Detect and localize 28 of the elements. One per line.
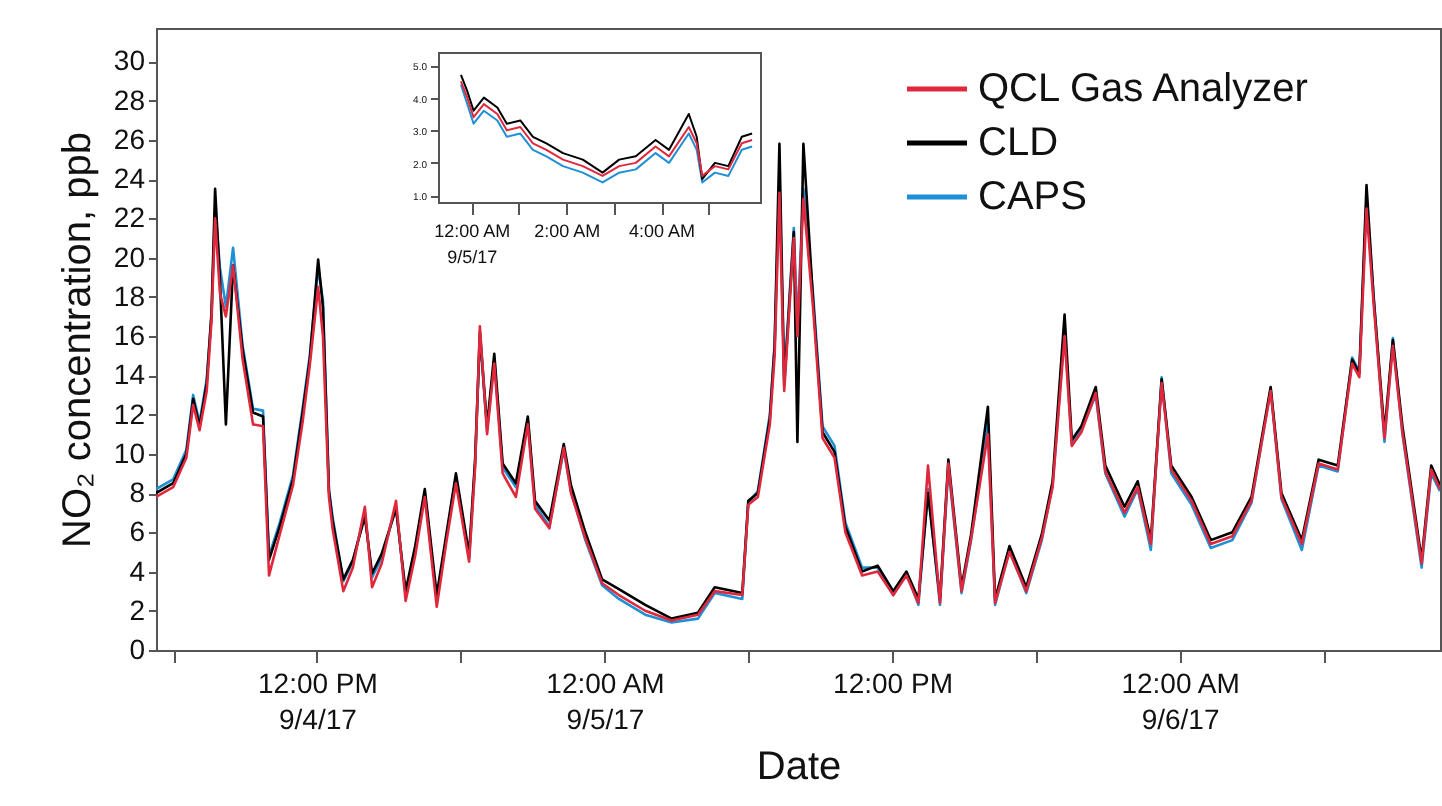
y-tick-label: 24 [113, 162, 146, 195]
x-tick-label: 2:00 AM [534, 221, 601, 241]
y-tick-label: 8 [129, 476, 146, 509]
y-tick-label: 4 [129, 554, 146, 587]
x-tick-label: 12:00 PM [833, 667, 953, 699]
y-tick-label: 16 [113, 319, 146, 352]
y-tick-label: 14 [113, 358, 146, 391]
y-tick-label: 0 [129, 633, 146, 665]
legend-label: CAPS [978, 175, 1087, 219]
y-axis-title: NO₂ concentration, ppb [55, 132, 100, 548]
x-tick-label: 12:00 AM 9/6/17 [1121, 667, 1240, 735]
x-axis-title: Date [756, 745, 842, 789]
y-tick-label: 6 [129, 515, 146, 548]
y-tick-label: 2 [129, 593, 146, 626]
legend-label: CLD [978, 121, 1059, 165]
x-tick-label: 4:00 AM [629, 221, 696, 241]
y-tick-label: 18 [113, 279, 146, 312]
legend-label: QCL Gas Analyzer [978, 67, 1309, 111]
x-tick-label: 12:00 AM 9/5/17 [546, 667, 665, 735]
y-tick-label: 30 [113, 44, 146, 77]
x-tick-label: 12:00 PM 9/4/17 [258, 667, 378, 735]
y-tick-label: 10 [113, 436, 146, 469]
y-tick-label: 20 [113, 240, 146, 273]
x-tick-label: 12:00 AM 9/5/17 [434, 221, 511, 267]
y-tick-label: 26 [113, 122, 146, 155]
y-tick-label: 28 [113, 83, 146, 116]
y-tick-label: 12 [113, 397, 146, 430]
y-tick-label: 22 [113, 201, 146, 234]
